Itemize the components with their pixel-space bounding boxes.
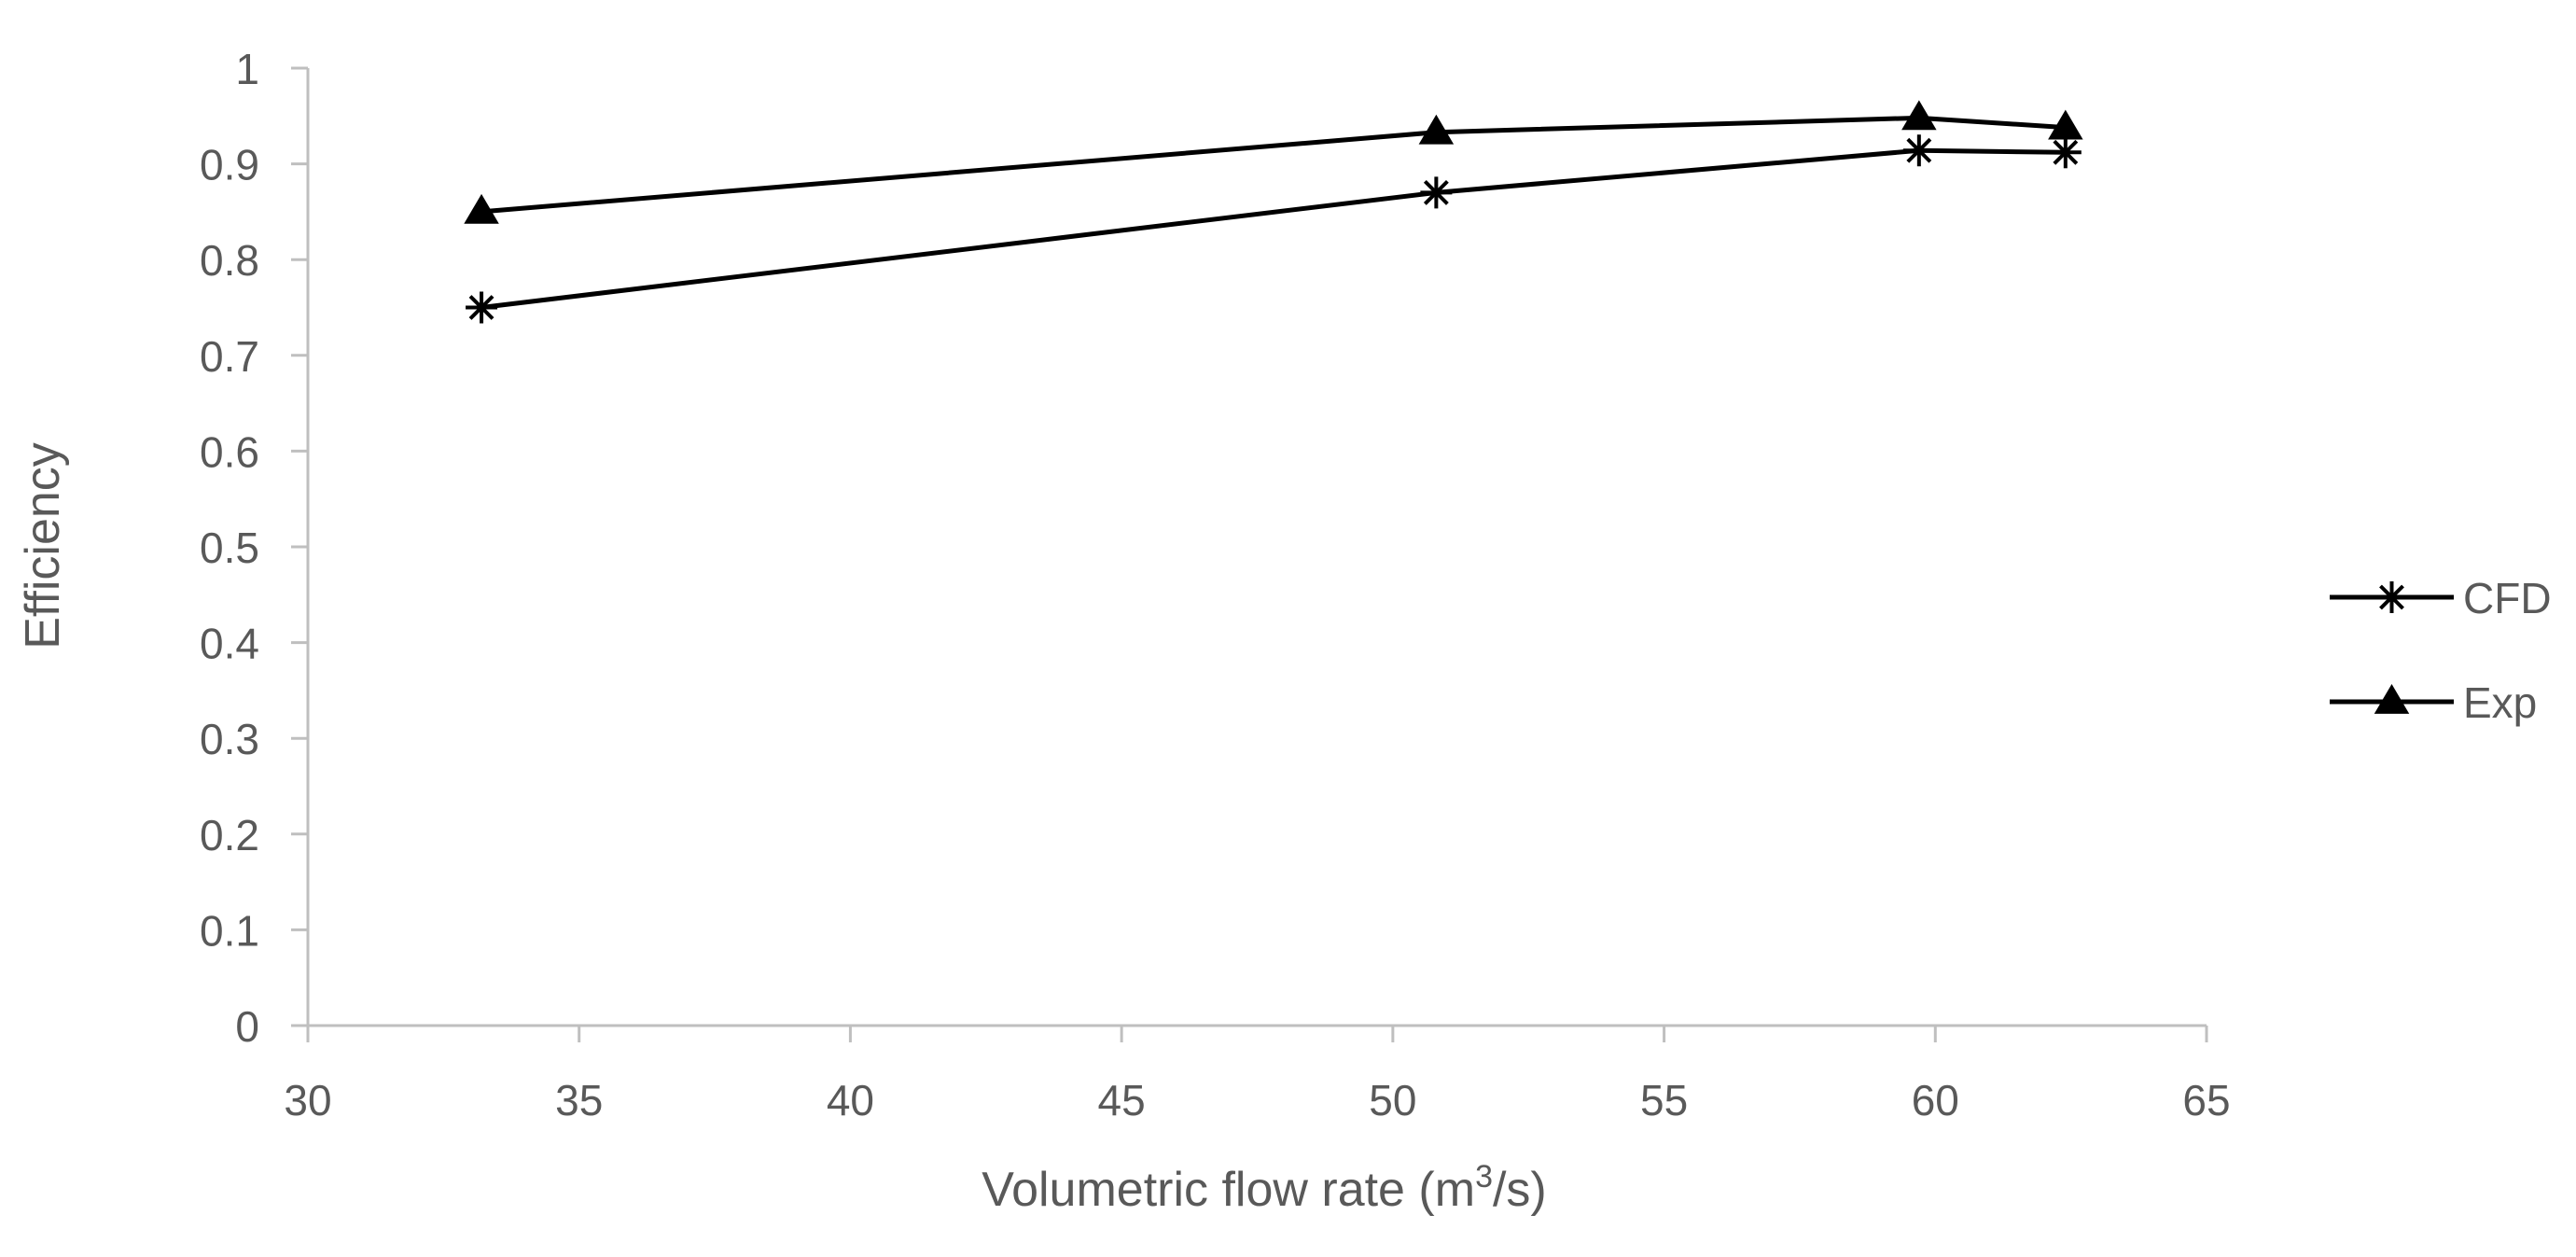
series-line-cfd (480, 147, 2066, 310)
series-exp (464, 100, 2083, 224)
legend-item-cfd: CFD (2330, 574, 2552, 622)
y-tick-label: 0 (235, 1002, 259, 1051)
legend-label-exp: Exp (2463, 678, 2537, 727)
y-tick-label: 0.8 (200, 236, 259, 285)
data-point-cfd (2049, 136, 2082, 169)
legend-marker-exp (2374, 684, 2410, 714)
y-tick-label: 0.7 (200, 332, 259, 381)
axes (306, 68, 2207, 1027)
series-line-exp (480, 115, 2066, 215)
x-tick-label: 45 (1098, 1076, 1146, 1124)
x-tick-label: 55 (1640, 1076, 1688, 1124)
y-tick-label: 0.4 (200, 620, 259, 668)
y-tick-label: 0.3 (200, 715, 259, 763)
x-tick-label: 60 (1912, 1076, 1959, 1124)
data-point-exp (2048, 109, 2083, 140)
x-axis-title-superscript: 3 (1475, 1159, 1493, 1194)
data-point-exp (1418, 114, 1455, 145)
x-tick-label: 40 (827, 1076, 874, 1124)
legend: CFD Exp (2330, 574, 2552, 727)
y-tick-label: 0.1 (200, 906, 259, 955)
data-point-exp (464, 193, 499, 224)
y-tick-label: 0.9 (200, 141, 259, 189)
x-tick-label: 50 (1369, 1076, 1416, 1124)
x-tick-label: 35 (555, 1076, 603, 1124)
data-point-exp (1901, 100, 1937, 131)
y-tick-label: 0.6 (200, 427, 259, 476)
x-axis-title: Volumetric flow rate (m3/s) (982, 1159, 1547, 1217)
data-point-cfd (1902, 134, 1935, 167)
legend-label-cfd: CFD (2463, 574, 2552, 622)
series (464, 100, 2083, 324)
y-tick-label: 0.2 (200, 811, 259, 859)
ticks: 0 0.1 0.2 0.3 0.4 0.5 0.6 0.7 0.8 0.9 1 30 35 40 45 50 5… (200, 45, 2231, 1124)
y-axis-title: Efficiency (16, 442, 70, 649)
data-point-cfd (466, 291, 498, 324)
x-tick-label: 30 (284, 1076, 331, 1124)
x-tick-label: 65 (2182, 1076, 2230, 1124)
series-cfd (466, 134, 2082, 324)
data-point-cfd (1420, 176, 1453, 209)
x-axis-title-suffix: /s) (1493, 1163, 1547, 1217)
y-tick-label: 0.5 (200, 524, 259, 572)
x-axis-title-main: Volumetric flow rate (m (982, 1163, 1475, 1217)
legend-marker-cfd (2375, 581, 2408, 613)
y-tick-label: 1 (235, 45, 259, 93)
legend-item-exp: Exp (2330, 678, 2537, 727)
